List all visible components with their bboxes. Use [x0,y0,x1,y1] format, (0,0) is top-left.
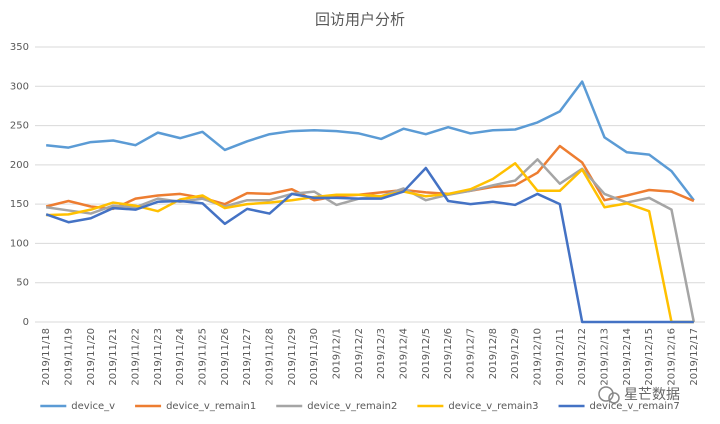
y-tick-label: 0 [23,317,29,328]
y-tick-label: 150 [10,199,29,210]
x-tick-label: 2019/12/2 [354,328,365,379]
x-tick-label: 2019/11/22 [131,328,142,386]
x-tick-label: 2019/12/14 [622,328,633,386]
x-tick-label: 2019/11/26 [220,328,231,386]
y-tick-label: 300 [10,81,29,92]
legend-label: device_v [71,401,115,412]
x-tick-label: 2019/11/18 [41,328,52,386]
x-tick-label: 2019/12/11 [555,328,566,386]
x-tick-label: 2019/12/17 [689,328,700,386]
chart-title: 回访用户分析 [315,11,405,29]
x-tick-label: 2019/12/8 [488,328,499,379]
x-tick-label: 2019/11/24 [175,328,186,386]
x-tick-label: 2019/11/30 [309,328,320,386]
legend-label: device_v_remain1 [166,401,256,412]
y-tick-label: 250 [10,121,29,132]
series-line [45,158,696,323]
x-tick-label: 2019/11/28 [265,328,276,386]
y-tick-label: 350 [10,42,29,53]
x-tick-label: 2019/12/12 [577,328,588,386]
x-tick-label: 2019/12/7 [466,328,477,379]
x-tick-label: 2019/12/10 [533,328,544,386]
x-tick-label: 2019/11/27 [242,328,253,386]
series-line [45,144,695,211]
y-tick-label: 200 [10,160,29,171]
x-tick-label: 2019/12/3 [376,328,387,379]
y-tick-label: 50 [16,278,29,289]
x-tick-label: 2019/12/4 [399,328,410,379]
legend-label: device_v_remain7 [590,401,680,412]
x-tick-label: 2019/12/13 [600,328,611,386]
y-tick-label: 100 [10,238,29,249]
legend: device_v device_v_remain1 device_v_remain2… [40,401,680,412]
x-tick-label: 2019/12/15 [644,328,655,386]
x-tick-label: 2019/11/19 [64,328,75,386]
x-tick-label: 2019/11/29 [287,328,298,386]
series-line [46,80,695,201]
series-line [45,166,694,324]
x-tick-label: 2019/11/20 [86,328,97,386]
x-tick-label: 2019/12/9 [510,328,521,379]
x-tick-label: 2019/12/16 [667,328,678,386]
x-tick-label: 2019/11/21 [108,328,119,386]
x-tick-label: 2019/12/5 [421,328,432,379]
series-line [46,162,694,324]
legend-label: device_v_remain2 [307,401,397,412]
watermark-icon [598,386,620,404]
x-tick-label: 2019/11/23 [153,328,164,386]
legend-label: device_v_remain3 [448,401,538,412]
x-tick-label: 2019/11/25 [198,328,209,386]
watermark: 星芒数据 [624,387,680,403]
x-tick-label: 2019/12/6 [443,328,454,379]
x-tick-label: 2019/12/1 [332,328,343,379]
